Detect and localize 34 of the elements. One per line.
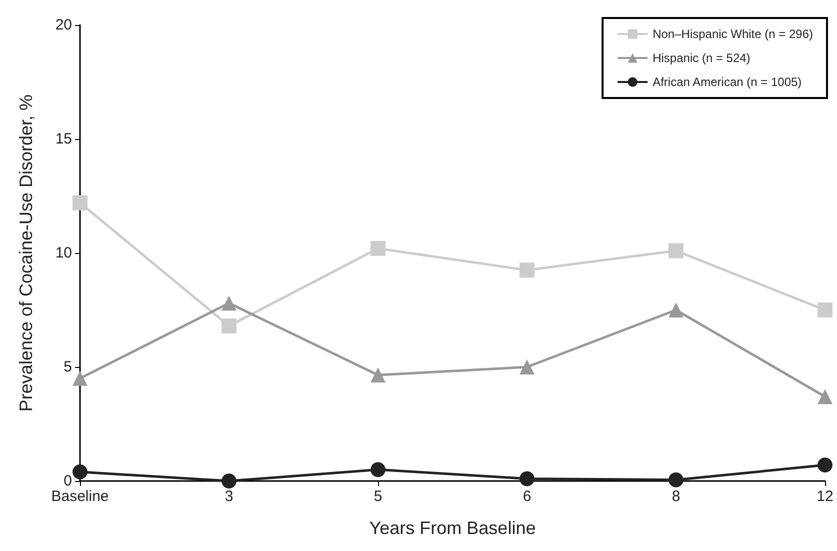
legend-label: Non–Hispanic White (n = 296) [652, 27, 814, 41]
y-tick-label: 15 [55, 130, 72, 148]
x-tick-label: Baseline [51, 488, 109, 505]
legend-label: African American (n = 1005) [652, 75, 802, 89]
point [370, 462, 386, 478]
point [72, 370, 88, 386]
x-tick-label: 5 [374, 488, 382, 505]
point [668, 472, 684, 488]
y-tick-label: 5 [64, 358, 72, 376]
point [668, 302, 684, 318]
point [222, 296, 236, 311]
x-axis-title: Years From Baseline [369, 518, 536, 538]
point [222, 318, 236, 334]
point [222, 474, 236, 488]
point [818, 458, 832, 473]
point [668, 243, 684, 258]
y-tick-label: 0 [64, 472, 72, 490]
x-tick-label: 3 [224, 488, 234, 505]
point [520, 262, 534, 278]
y-tick-label: 20 [55, 16, 72, 34]
point [370, 240, 386, 256]
legend-label: Hispanic (n = 524) [652, 51, 750, 65]
point [72, 464, 88, 480]
point [520, 360, 534, 374]
point [818, 302, 832, 318]
y-tick-label: 10 [55, 244, 72, 262]
y-axis-title: Prevalence of Cocaine-Use Disorder, % [16, 94, 36, 412]
point [520, 471, 534, 486]
point [818, 389, 832, 404]
point [72, 195, 88, 210]
x-tick-label: 6 [522, 488, 532, 505]
x-tick-label: 8 [672, 488, 680, 505]
point [370, 367, 386, 382]
x-tick-label: 12 [816, 488, 834, 505]
